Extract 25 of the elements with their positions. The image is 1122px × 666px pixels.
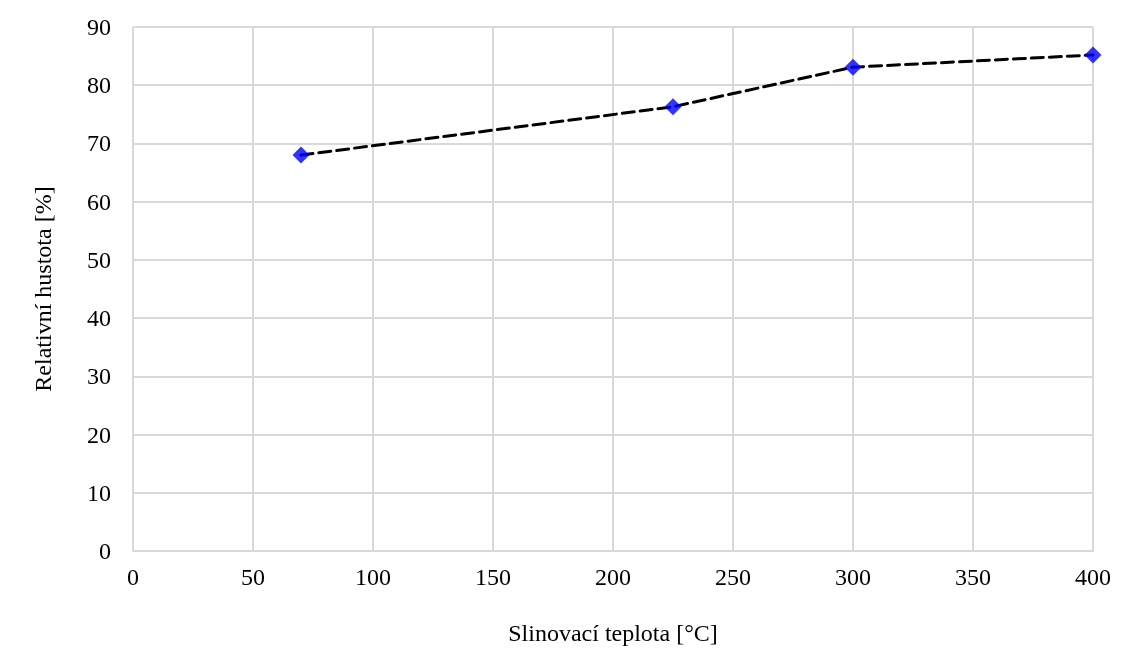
x-tick-label: 100 [355,564,391,590]
x-tick-label: 150 [475,564,511,590]
y-tick-label: 80 [87,72,111,99]
y-tick-label: 70 [87,130,111,157]
x-tick-label: 200 [595,564,631,590]
point [844,58,862,76]
point [292,146,310,164]
x-tick-label: 250 [715,564,751,590]
x-tick-label: 350 [955,564,991,590]
x-axis-title: Slinovací teplota [°C] [508,620,718,646]
x-tick-label: 400 [1075,564,1111,590]
y-tick-label: 50 [87,246,111,273]
y-tick-label: 0 [99,538,111,564]
y-tick-label: 90 [87,14,111,40]
y-tick-label: 40 [87,305,111,332]
y-axis-title: Relativní hustota [%] [30,186,56,392]
x-tick-label: 0 [127,564,139,590]
x-tick-label: 300 [835,564,871,590]
point [664,98,682,116]
y-tick-label: 10 [87,479,111,506]
y-tick-label: 60 [87,188,111,215]
y-tick-label: 30 [87,363,111,390]
x-tick-label: 50 [241,564,265,590]
point [1084,46,1102,64]
y-tick-label: 20 [87,421,111,448]
